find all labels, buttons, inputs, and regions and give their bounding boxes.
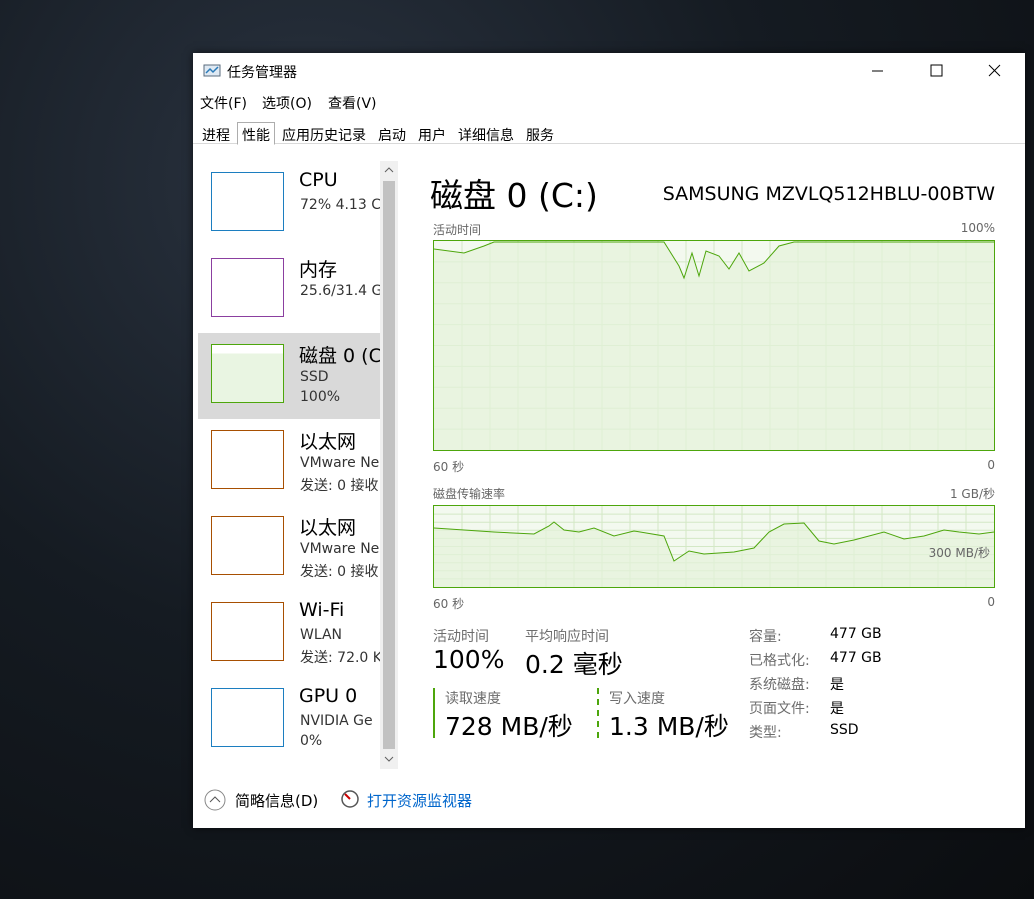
graph-canvas bbox=[433, 506, 995, 587]
stat-value: 100% bbox=[433, 645, 505, 674]
sidebar-item[interactable]: 内存 25.6/31.4 G bbox=[198, 247, 380, 333]
graph-time-left: 60 秒 bbox=[433, 597, 465, 611]
item-detail: 0% bbox=[300, 733, 323, 749]
window-controls[interactable] bbox=[863, 61, 1013, 81]
sidebar-item[interactable]: Wi-Fi WLAN 发送: 72.0 K bbox=[198, 591, 380, 677]
item-detail: 发送: 72.0 K bbox=[300, 650, 380, 666]
disk-model: SAMSUNG MZVLQ512HBLU-00BTW bbox=[662, 183, 995, 205]
sidebar-item[interactable]: 以太网 VMware Ne 发送: 0 接收 bbox=[198, 505, 380, 591]
disk-title: 磁盘 0 (C:) bbox=[430, 176, 598, 215]
stat-label: 读取速度 bbox=[445, 691, 501, 707]
item-detail: 25.6/31.4 G bbox=[300, 283, 380, 299]
tab[interactable]: 启动 bbox=[378, 128, 406, 144]
item-detail: 72% 4.13 C bbox=[300, 197, 380, 213]
item-title: 以太网 bbox=[299, 517, 357, 539]
item-detail: 发送: 0 接收 bbox=[300, 564, 379, 580]
graph-mid: 300 MB/秒 bbox=[928, 546, 990, 560]
item-detail: 100% bbox=[300, 389, 341, 405]
thumbnail bbox=[211, 688, 284, 747]
activity-graph bbox=[433, 240, 995, 451]
item-detail: SSD bbox=[300, 369, 329, 385]
item-detail: 发送: 0 接收 bbox=[300, 478, 379, 494]
stat-value: 728 MB/秒 bbox=[445, 712, 573, 741]
menu-item[interactable]: 文件(F) bbox=[200, 96, 247, 112]
app-icon bbox=[203, 64, 221, 77]
sidebar-item[interactable]: 磁盘 0 (C SSD 100% bbox=[198, 333, 380, 419]
scrollbar[interactable] bbox=[380, 161, 398, 769]
item-title: 磁盘 0 (C bbox=[299, 345, 380, 367]
stat-label: 活动时间 bbox=[433, 629, 489, 645]
item-detail: WLAN bbox=[300, 627, 343, 643]
prop-value: 是 bbox=[830, 701, 844, 717]
stat-label: 写入速度 bbox=[609, 691, 665, 707]
prop-value: SSD bbox=[830, 722, 859, 738]
window-title: 任务管理器 bbox=[227, 65, 297, 81]
stat-label: 平均响应时间 bbox=[525, 629, 609, 645]
tab[interactable]: 详细信息 bbox=[458, 128, 514, 144]
thumbnail bbox=[211, 516, 284, 575]
thumbnail bbox=[211, 172, 284, 231]
prop-label: 页面文件: bbox=[749, 701, 810, 717]
thumbnail bbox=[211, 344, 284, 403]
write-marker bbox=[597, 688, 599, 738]
sidebar-item[interactable]: CPU 72% 4.13 C bbox=[198, 161, 380, 247]
prop-label: 系统磁盘: bbox=[749, 677, 810, 693]
tab[interactable]: 性能 bbox=[237, 122, 275, 145]
graph-label: 活动时间 bbox=[433, 223, 482, 237]
transfer-graph bbox=[433, 505, 995, 588]
tab[interactable]: 用户 bbox=[418, 128, 446, 144]
resource-monitor-link[interactable]: 打开资源监视器 bbox=[367, 792, 473, 810]
graph-canvas bbox=[433, 241, 994, 450]
prop-value: 477 GB bbox=[830, 650, 882, 666]
graph-time-right: 0 bbox=[987, 458, 995, 472]
stat-value: 0.2 毫秒 bbox=[525, 650, 623, 679]
tab[interactable]: 服务 bbox=[526, 128, 554, 144]
graph-label: 磁盘传输速率 bbox=[433, 487, 506, 501]
tab[interactable]: 进程 bbox=[202, 128, 230, 144]
item-title: CPU bbox=[299, 169, 338, 191]
graph-time-right: 0 bbox=[987, 595, 995, 609]
menu-item[interactable]: 选项(O) bbox=[262, 96, 312, 112]
graph-max: 1 GB/秒 bbox=[949, 487, 995, 501]
item-detail: VMware Ne bbox=[300, 541, 380, 557]
read-marker bbox=[433, 688, 435, 738]
summary-link[interactable]: 简略信息(D) bbox=[235, 792, 319, 810]
sidebar-item[interactable]: GPU 0 NVIDIA Ge 0% bbox=[198, 677, 380, 763]
item-title: Wi-Fi bbox=[299, 599, 345, 621]
prop-label: 容量: bbox=[749, 629, 782, 645]
stat-value: 1.3 MB/秒 bbox=[609, 712, 729, 741]
monitor-icon bbox=[341, 790, 359, 808]
sidebar: CPU 72% 4.13 C 内存 25.6/31.4 G 磁盘 0 (C SSD 100%… bbox=[198, 161, 380, 771]
prop-label: 类型: bbox=[749, 725, 782, 741]
item-title: 以太网 bbox=[299, 431, 357, 453]
thumbnail bbox=[211, 430, 284, 489]
collapse-icon[interactable] bbox=[203, 788, 227, 812]
graph-time-left: 60 秒 bbox=[433, 460, 465, 474]
prop-label: 已格式化: bbox=[749, 653, 810, 669]
item-title: GPU 0 bbox=[299, 685, 358, 707]
item-title: 内存 bbox=[299, 259, 338, 281]
tab-bar: 进程 性能 应用历史记录 启动 用户 详细信息 服务 bbox=[193, 122, 1025, 145]
prop-value: 477 GB bbox=[830, 626, 882, 642]
item-detail: NVIDIA Ge bbox=[300, 713, 373, 729]
task-manager-window: 任务管理器 文件(F) 选项(O) 查看(V) 进程 性能 应用历史记录 启动 用户 详细… bbox=[193, 53, 1025, 828]
tab[interactable]: 应用历史记录 bbox=[282, 128, 366, 144]
graph-max: 100% bbox=[960, 221, 995, 235]
thumbnail bbox=[211, 602, 284, 661]
prop-value: 是 bbox=[830, 677, 844, 693]
sidebar-item[interactable]: GPU 1 bbox=[198, 763, 380, 771]
thumbnail bbox=[211, 258, 284, 317]
sidebar-item[interactable]: 以太网 VMware Ne 发送: 0 接收 bbox=[198, 419, 380, 505]
menu-item[interactable]: 查看(V) bbox=[328, 96, 377, 112]
item-detail: VMware Ne bbox=[300, 455, 380, 471]
